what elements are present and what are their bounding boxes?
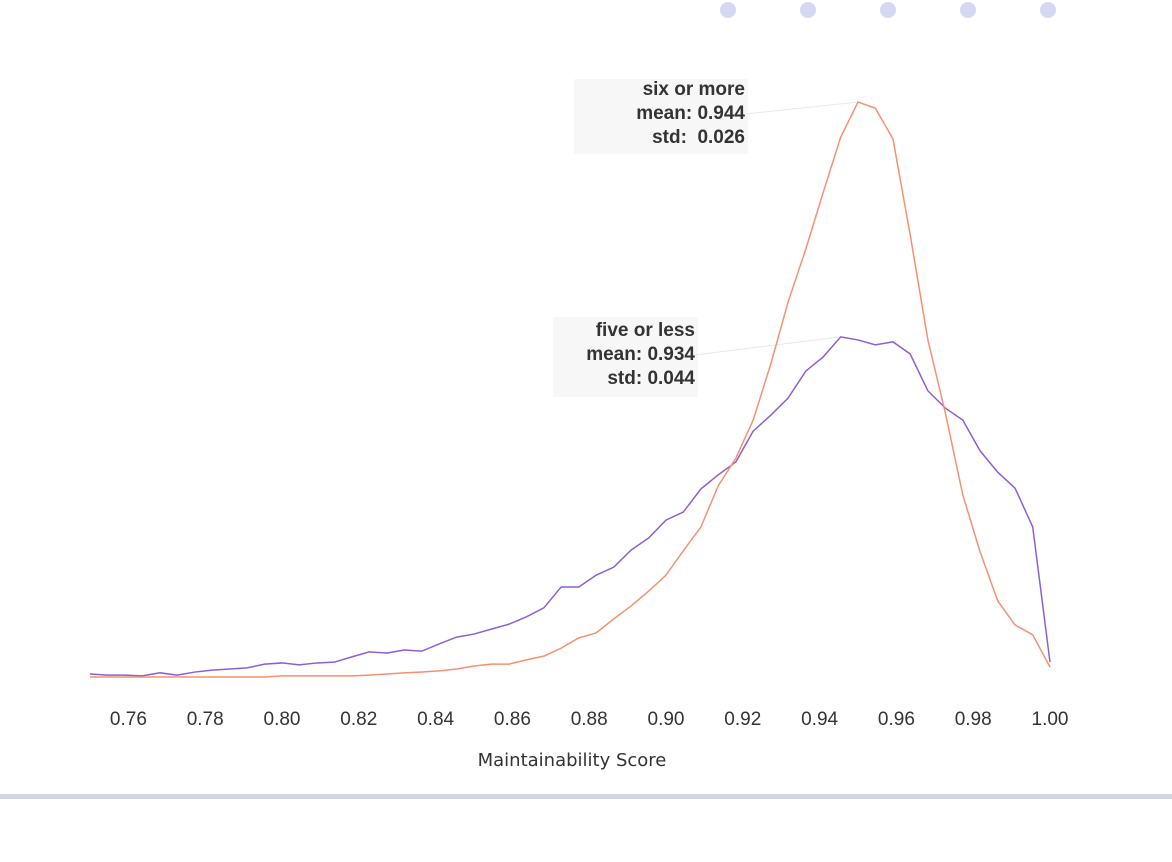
x-tick-label: 0.80	[264, 709, 301, 730]
x-tick-label: 0.84	[417, 709, 454, 730]
annotation-text: std: 0.026	[652, 127, 745, 148]
annotation: six or more mean: 0.944 std: 0.026	[574, 79, 859, 154]
x-tick-label: 0.98	[955, 709, 992, 730]
line-series	[90, 101, 1051, 678]
x-tick-label: 0.76	[110, 709, 147, 730]
annotation-connector	[744, 101, 859, 115]
divider	[0, 794, 1172, 799]
dot[interactable]	[720, 2, 736, 18]
dot[interactable]	[960, 2, 976, 18]
x-tick-label: 1.00	[1032, 709, 1069, 730]
x-tick-label: 0.92	[724, 709, 761, 730]
annotation-text: mean: 0.934	[586, 344, 695, 365]
line-series	[89, 336, 1051, 677]
x-tick-label: 0.86	[494, 709, 531, 730]
annotation-text: mean: 0.944	[636, 103, 745, 124]
x-tick-label: 0.94	[801, 709, 838, 730]
x-tick-label: 0.90	[648, 709, 685, 730]
dot[interactable]	[880, 2, 896, 18]
annotation: five or less mean: 0.934 std: 0.044	[553, 317, 841, 397]
annotation-text: six or more	[643, 79, 745, 100]
annotation-box	[574, 79, 748, 154]
x-tick-label: 0.96	[878, 709, 915, 730]
dot[interactable]	[1040, 2, 1056, 18]
dot[interactable]	[800, 2, 816, 18]
x-tick-label: 0.88	[571, 709, 608, 730]
carousel-dots	[720, 2, 1056, 18]
annotation-text: std: 0.044	[607, 368, 695, 389]
x-tick-label: 0.78	[187, 709, 224, 730]
x-axis-label: Maintainability Score	[478, 750, 667, 771]
annotation-text: five or less	[596, 320, 695, 341]
annotation-box	[553, 317, 698, 397]
annotation-connector	[694, 336, 841, 356]
x-tick-label: 0.82	[340, 709, 377, 730]
